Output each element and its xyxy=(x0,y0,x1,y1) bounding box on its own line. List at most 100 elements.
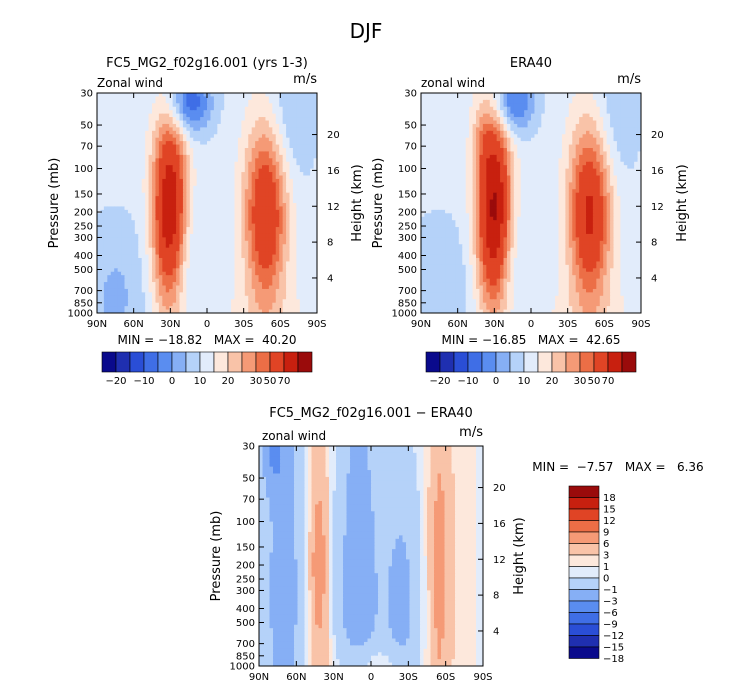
contour-cell xyxy=(145,168,150,173)
contour-cell xyxy=(262,230,267,235)
contour-cell xyxy=(248,223,253,228)
contour-cell xyxy=(234,258,239,263)
contour-cell xyxy=(107,268,112,273)
contour-cell xyxy=(134,244,139,249)
contour-cell xyxy=(141,130,146,135)
contour-cell xyxy=(189,189,194,194)
contour-cell xyxy=(310,240,315,245)
contour-cell xyxy=(100,278,105,283)
contour-cell xyxy=(217,106,222,111)
contour-cell xyxy=(172,137,177,142)
contour-cell xyxy=(448,113,453,118)
contour-cell xyxy=(121,93,126,98)
contour-cell xyxy=(210,227,215,232)
contour-cell xyxy=(248,151,253,156)
contour-cell xyxy=(531,113,536,118)
contour-cell xyxy=(165,227,170,232)
contour-cell xyxy=(152,251,157,256)
contour-cell xyxy=(227,117,232,122)
contour-cell xyxy=(630,130,635,135)
contour-cell xyxy=(306,213,311,218)
contour-cell xyxy=(203,271,208,276)
contour-cell xyxy=(237,175,242,180)
contour-cell xyxy=(176,93,181,98)
contour-cell xyxy=(172,302,177,307)
contour-cell xyxy=(186,271,191,276)
contour-cell xyxy=(310,113,315,118)
contour-cell xyxy=(103,110,108,115)
colorbar-swatch xyxy=(171,351,187,373)
contour-cell xyxy=(520,127,525,132)
contour-cell xyxy=(513,127,518,132)
contour-cell xyxy=(275,127,280,132)
contour-cell xyxy=(299,227,304,232)
contour-cell xyxy=(114,99,119,104)
contour-cell xyxy=(100,258,105,263)
contour-cell xyxy=(169,151,174,156)
contour-cell xyxy=(299,302,304,307)
contour-cell xyxy=(121,120,126,125)
contour-cell xyxy=(458,134,463,139)
contour-cell xyxy=(141,106,146,111)
contour-cell xyxy=(292,254,297,259)
contour-cell xyxy=(306,199,311,204)
contour-cell xyxy=(292,268,297,273)
contour-cell xyxy=(272,137,277,142)
contour-cell xyxy=(289,271,294,276)
contour-cell xyxy=(207,168,212,173)
contour-cell xyxy=(248,264,253,269)
contour-cell xyxy=(179,196,184,201)
contour-cell xyxy=(268,302,273,307)
contour-cell xyxy=(200,299,205,304)
contour-cell xyxy=(455,123,460,128)
contour-cell xyxy=(165,113,170,118)
contour-cell xyxy=(313,295,317,300)
contour-cell xyxy=(262,282,267,287)
contour-cell xyxy=(124,258,129,263)
contour-cell xyxy=(244,123,249,128)
contour-cell xyxy=(165,110,170,115)
contour-cell xyxy=(292,237,297,242)
contour-cell xyxy=(196,137,201,142)
contour-cell xyxy=(155,120,160,125)
contour-cell xyxy=(131,247,136,252)
contour-cell xyxy=(227,175,232,180)
contour-cell xyxy=(582,113,587,118)
contour-cell xyxy=(241,233,246,238)
contour-cell xyxy=(534,127,539,132)
contour-cell xyxy=(203,227,208,232)
contour-cell xyxy=(262,233,267,238)
contour-cell xyxy=(176,151,181,156)
contour-cell xyxy=(141,264,146,269)
contour-cell xyxy=(117,306,122,311)
contour-cell xyxy=(210,199,215,204)
contour-cell xyxy=(310,264,315,269)
contour-cell xyxy=(299,175,304,180)
contour-cell xyxy=(155,233,160,238)
contour-cell xyxy=(299,161,304,166)
contour-cell xyxy=(258,113,263,118)
contour-cell xyxy=(107,161,112,166)
contour-cell xyxy=(262,275,267,280)
contour-cell xyxy=(258,278,263,283)
contour-cell xyxy=(97,96,102,101)
contour-cell xyxy=(162,199,167,204)
contour-cell xyxy=(182,285,187,290)
contour-cell xyxy=(224,309,229,313)
contour-cell xyxy=(296,244,301,249)
contour-cell xyxy=(196,275,201,280)
contour-cell xyxy=(279,113,284,118)
contour-cell xyxy=(186,172,191,177)
contour-cell xyxy=(155,240,160,245)
contour-cell xyxy=(134,209,139,214)
contour-cell xyxy=(286,137,291,142)
contour-cell xyxy=(262,165,267,170)
contour-cell xyxy=(196,117,201,122)
contour-cell xyxy=(248,137,253,142)
contour-cell xyxy=(107,216,112,221)
contour-cell xyxy=(299,196,304,201)
contour-cell xyxy=(110,227,115,232)
contour-cell xyxy=(421,117,426,122)
contour-cell xyxy=(244,175,249,180)
contour-cell xyxy=(237,185,242,190)
